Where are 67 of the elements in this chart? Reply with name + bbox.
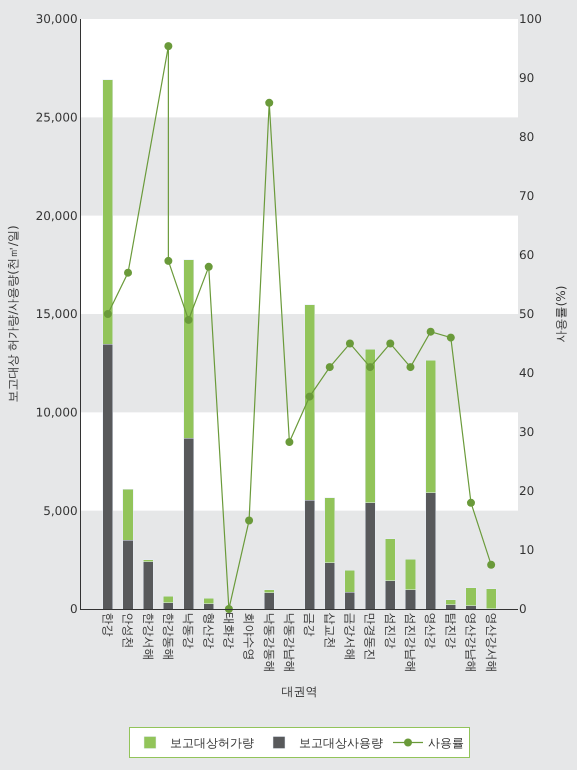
point [346,340,354,348]
x-tick-label: 안성천 [121,612,136,648]
x-tick-label: 삽교천 [322,612,337,648]
y2-tick-label: 0 [519,602,527,616]
y2-tick-label: 70 [519,189,534,204]
x-tick-label: 탐진강 [444,612,458,648]
y2-tick-label: 60 [519,248,534,262]
x-tick-label: 태화강 [222,612,236,648]
y2-tick-label: 80 [519,130,534,144]
y-tick-label: 10,000 [36,406,78,420]
point [487,560,496,569]
y2-tick-label: 10 [519,543,534,558]
point [164,256,172,265]
legend-label: 사용률 [428,736,464,750]
point [466,498,475,507]
x-tick-label: 금강서해 [343,612,358,660]
x-tick-label: 한강서해 [141,612,156,660]
x-tick-label: 영산강 [424,612,438,648]
point [446,334,455,342]
point [306,392,314,401]
y2-tick-label: 20 [519,484,534,498]
y2-axis-title: 사용률(%) [554,286,568,342]
x-tick-label: 만경동진 [363,612,378,660]
point [124,268,132,277]
bar [446,600,456,605]
y-tick-label: 20,000 [36,208,78,223]
bar [466,588,476,606]
bar [486,588,496,609]
y2-tick-label: 40 [519,366,534,380]
y2-tick-label: 90 [519,71,534,86]
y-tick-label: 15,000 [36,307,78,322]
x-tick-label: 형산강 [202,612,216,648]
bar [264,592,275,609]
legend-label: 보고대상허가량 [170,736,254,750]
y2-tick-label: 100 [519,12,542,26]
bar [142,562,154,609]
x-tick-label: 영산강서해 [484,612,498,672]
point [426,328,435,336]
point [245,516,254,524]
point [184,316,193,324]
x-tick-label: 회야수영 [242,612,256,660]
point [204,262,213,271]
y-tick-label: 30,000 [36,12,78,26]
x-tick-label: 한강동해 [161,612,176,660]
legend-label: 보고대상사용량 [299,736,383,750]
x-tick-label: 낙동강남해 [282,612,297,672]
point [104,310,112,318]
y2-tick-label: 30 [519,425,534,440]
point [366,363,374,372]
y-tick-label: 0 [70,602,78,616]
point [326,363,334,372]
point [386,340,394,348]
x-tick-label: 섬진강 [383,612,398,648]
x-tick-label: 낙동강 [182,612,196,648]
x-tick-label: 한강 [100,612,115,636]
y-axis-title: 보고대상 허가량/사용량(천㎥/일) [6,225,20,403]
point [265,98,274,107]
y2-tick-label: 50 [519,307,534,322]
y-tick-label: 5,000 [43,504,78,518]
x-axis-title: 대권역 [282,684,318,698]
point [406,363,414,372]
x-tick-label: 영산강남해 [464,612,478,672]
x-tick-label: 낙동강동해 [262,612,276,672]
y-tick-label: 25,000 [36,110,78,125]
x-tick-label: 금강 [302,612,317,636]
point [285,438,294,446]
x-tick-label: 섬진강남해 [404,612,418,672]
